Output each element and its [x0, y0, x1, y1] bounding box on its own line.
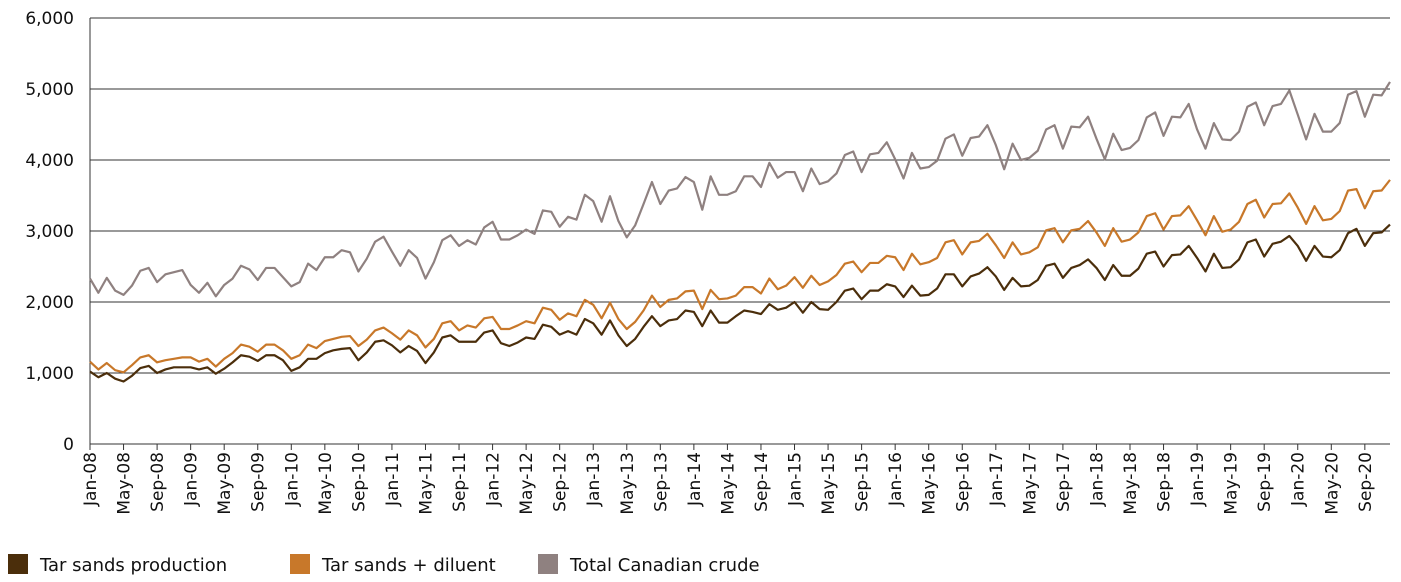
x-tick-label: May-18 — [1121, 452, 1141, 515]
x-tick-label: May-09 — [215, 452, 235, 515]
x-tick-label: Sep-14 — [752, 452, 772, 512]
x-tick-label: Jan-19 — [1188, 452, 1208, 507]
x-tick-label: Sep-10 — [349, 452, 369, 512]
x-tick-label: Jan-18 — [1087, 452, 1107, 507]
x-tick-label: Sep-08 — [148, 452, 168, 512]
x-tick-label: May-14 — [718, 452, 738, 515]
y-tick-label: 0 — [63, 435, 74, 455]
legend-label: Total Canadian crude — [569, 555, 760, 576]
x-tick-label: Jan-17 — [987, 452, 1007, 507]
x-tick-label: May-19 — [1222, 452, 1242, 515]
y-tick-label: 1,000 — [25, 364, 74, 384]
x-tick-label: May-16 — [920, 452, 940, 515]
x-tick-label: Sep-18 — [1155, 452, 1175, 512]
y-tick-label: 4,000 — [25, 151, 74, 171]
x-tick-label: Sep-19 — [1255, 452, 1275, 512]
x-tick-label: Jan-09 — [182, 452, 202, 507]
x-tick-label: May-13 — [618, 452, 638, 515]
x-tick-label: May-10 — [316, 452, 336, 515]
legend-label: Tar sands production — [39, 555, 227, 576]
x-tick-label: May-08 — [115, 452, 135, 515]
x-tick-label: Sep-11 — [450, 452, 470, 512]
y-tick-label: 3,000 — [25, 222, 74, 242]
x-tick-label: May-15 — [819, 452, 839, 515]
x-tick-label: May-20 — [1322, 452, 1342, 515]
legend-label: Tar sands + diluent — [321, 555, 496, 576]
legend-swatch — [8, 554, 28, 574]
x-tick-label: Sep-09 — [249, 452, 269, 512]
x-tick-label: Sep-12 — [551, 452, 571, 512]
x-tick-label: Jan-10 — [282, 452, 302, 507]
x-tick-label: Sep-15 — [853, 452, 873, 512]
y-tick-label: 2,000 — [25, 293, 74, 313]
x-tick-label: Jan-16 — [886, 452, 906, 507]
x-tick-label: Jan-11 — [383, 452, 403, 507]
series-line — [89, 179, 1391, 374]
series-line — [89, 223, 1391, 383]
x-tick-label: Sep-13 — [651, 452, 671, 512]
x-tick-label: Jan-12 — [484, 452, 504, 507]
x-tick-label: Sep-17 — [1054, 452, 1074, 512]
x-tick-label: Jan-20 — [1289, 452, 1309, 507]
x-tick-label: Sep-16 — [953, 452, 973, 512]
x-tick-label: Jan-08 — [81, 452, 101, 507]
x-tick-label: Jan-14 — [685, 452, 705, 507]
x-tick-label: Jan-15 — [786, 452, 806, 507]
legend-swatch — [290, 554, 310, 574]
x-tick-label: May-11 — [416, 452, 436, 515]
x-tick-label: Sep-20 — [1356, 452, 1376, 512]
x-tick-label: May-12 — [517, 452, 537, 515]
x-tick-label: May-17 — [1020, 452, 1040, 515]
y-tick-label: 6,000 — [25, 9, 74, 29]
x-tick-label: Jan-13 — [584, 452, 604, 507]
y-tick-label: 5,000 — [25, 80, 74, 100]
legend-swatch — [538, 554, 558, 574]
series-line — [89, 81, 1391, 298]
